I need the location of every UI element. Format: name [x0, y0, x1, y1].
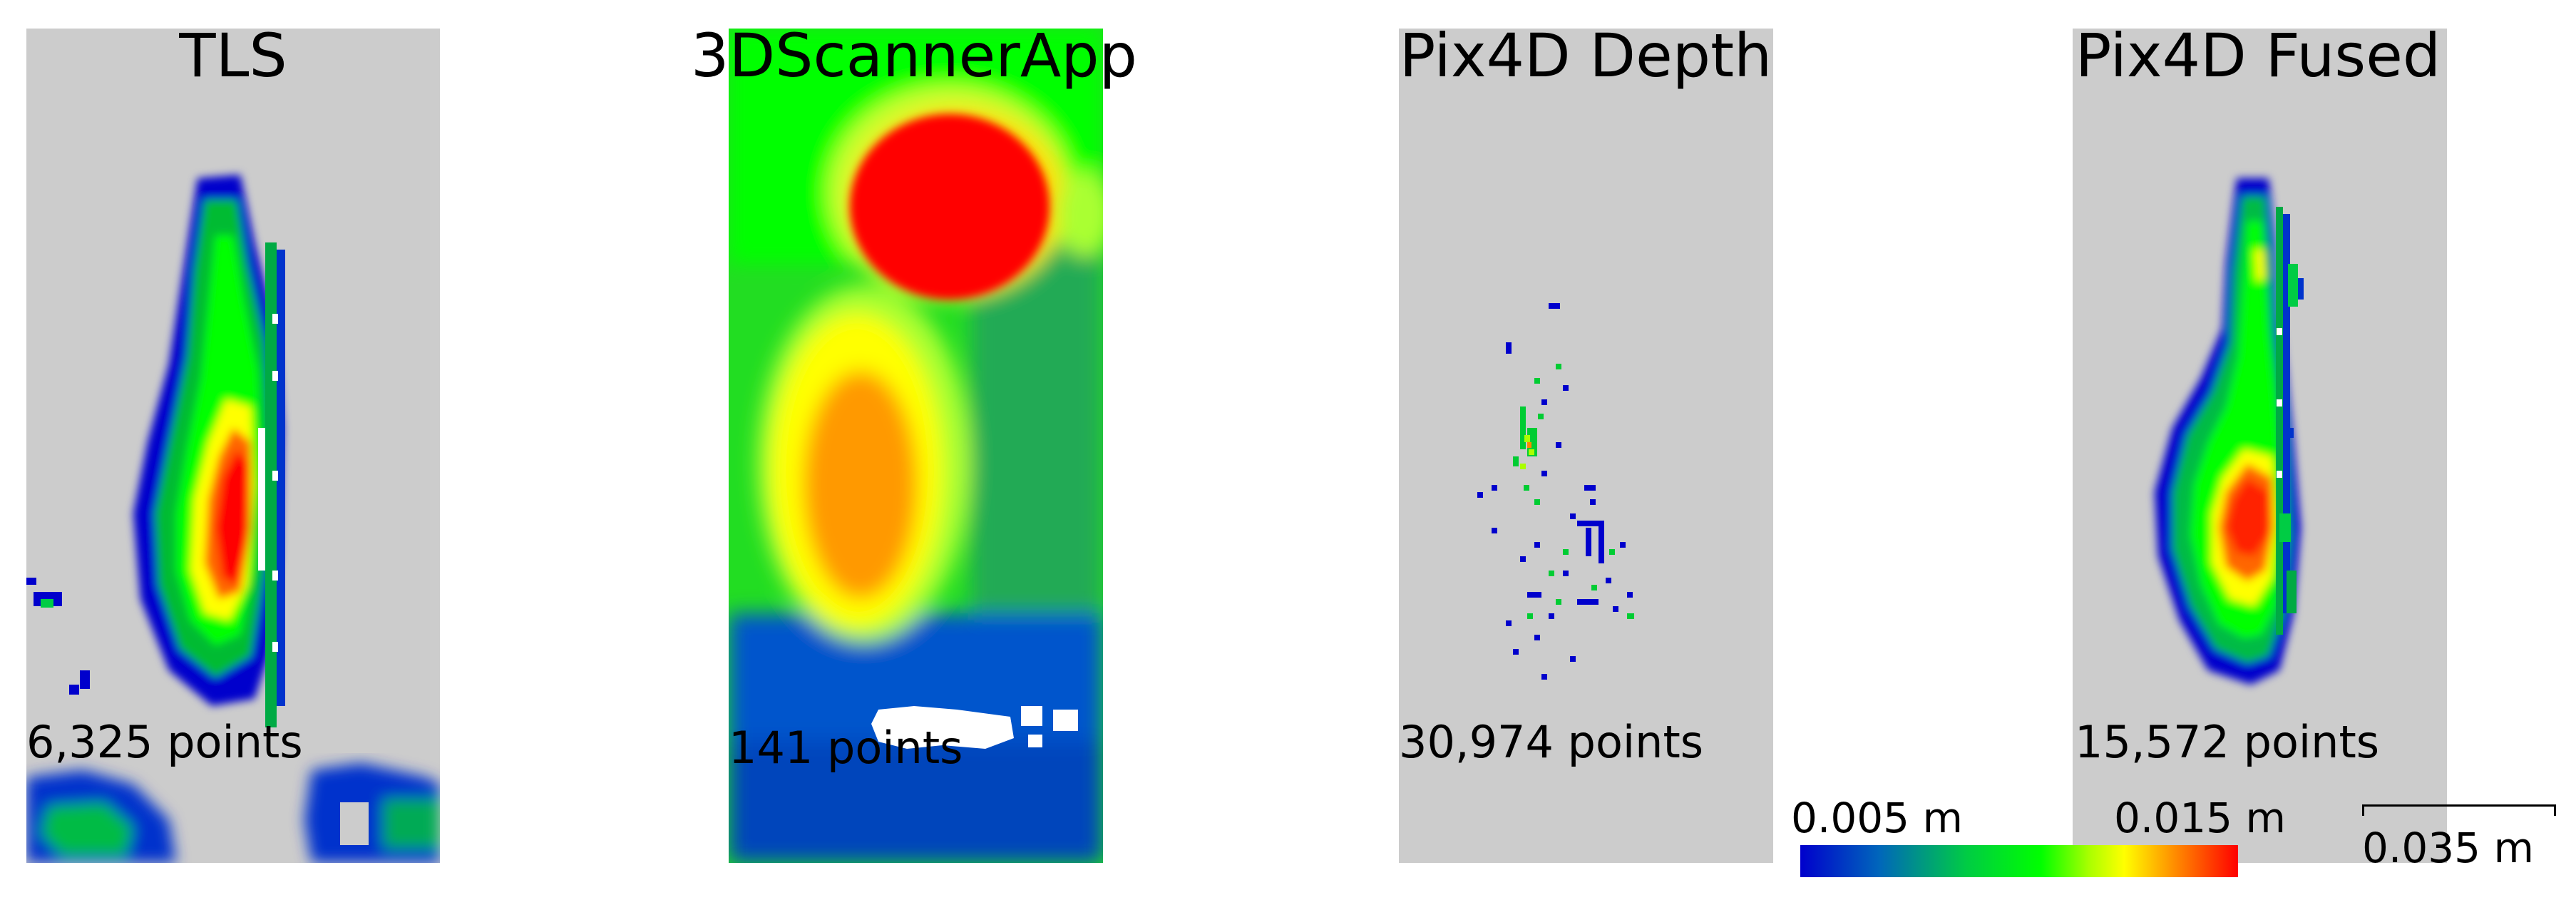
heatmap-pix4d-depth — [1477, 303, 1634, 680]
panel-pix4d-fused — [2073, 29, 2447, 863]
panel-title-pix4d-depth: Pix4D Depth — [1399, 21, 1772, 91]
heatmap-tls — [26, 175, 440, 863]
panel-pix4d-depth — [1399, 29, 1773, 863]
scale-bar — [2362, 804, 2556, 816]
colorbar-max-label: 0.015 m — [2114, 794, 2286, 842]
colorbar — [1800, 845, 2238, 877]
heatmap-3dscannerapp — [729, 29, 1103, 863]
point-count-pix4d-fused: 15,572 points — [2075, 716, 2380, 768]
panel-title-3dscannerapp: 3DScannerApp — [691, 21, 1137, 91]
colorbar-min-label: 0.005 m — [1791, 794, 1963, 842]
panel-title-tls: TLS — [179, 21, 287, 91]
panel-tls — [26, 29, 440, 863]
scale-bar-label: 0.035 m — [2362, 824, 2534, 872]
point-count-pix4d-depth: 30,974 points — [1399, 716, 1704, 768]
point-count-3dscannerapp: 141 points — [729, 722, 963, 774]
panel-3dscannerapp — [729, 29, 1103, 863]
heatmap-pix4d-fused — [2155, 178, 2304, 685]
panel-title-pix4d-fused: Pix4D Fused — [2075, 21, 2441, 91]
point-count-tls: 6,325 points — [26, 716, 303, 768]
